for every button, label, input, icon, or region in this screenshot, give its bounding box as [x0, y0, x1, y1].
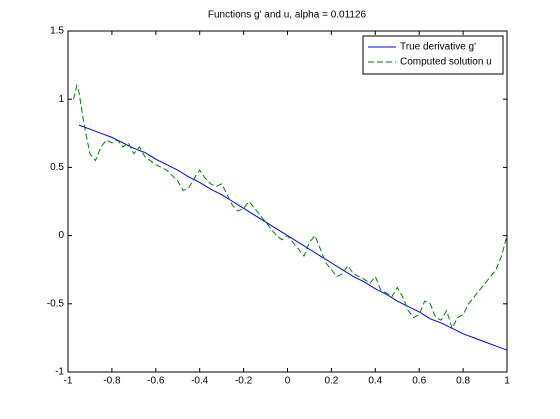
x-tick-label: -0.8	[103, 376, 121, 387]
x-tick-label: -0.4	[191, 376, 209, 387]
plot-box	[67, 30, 508, 373]
x-tick-label: 1	[504, 376, 510, 387]
x-tick-label: 0.4	[368, 376, 382, 387]
legend-label: True derivative g'	[400, 42, 476, 53]
series-line	[78, 124, 508, 351]
x-tick-label: -0.6	[147, 376, 165, 387]
y-tick-label: 0.5	[50, 162, 64, 173]
x-tick-label: 0.2	[324, 376, 338, 387]
y-tick-label: -0.5	[47, 298, 65, 309]
x-tick-label: -1	[64, 376, 73, 387]
legend-label: Computed solution u	[400, 57, 492, 68]
legend-box	[362, 35, 504, 75]
x-tick-label: 0.8	[456, 376, 470, 387]
x-tick-label: 0.6	[412, 376, 426, 387]
x-tick-label: 0	[285, 376, 291, 387]
y-tick-label: 0	[58, 230, 64, 241]
y-tick-label: 1	[58, 94, 64, 105]
y-tick-label: 1.5	[50, 26, 64, 37]
y-tick-label: -1	[55, 367, 64, 378]
series-line	[73, 83, 508, 330]
chart-title: Functions g' and u, alpha = 0.01126	[208, 10, 367, 21]
x-tick-label: -0.2	[235, 376, 253, 387]
